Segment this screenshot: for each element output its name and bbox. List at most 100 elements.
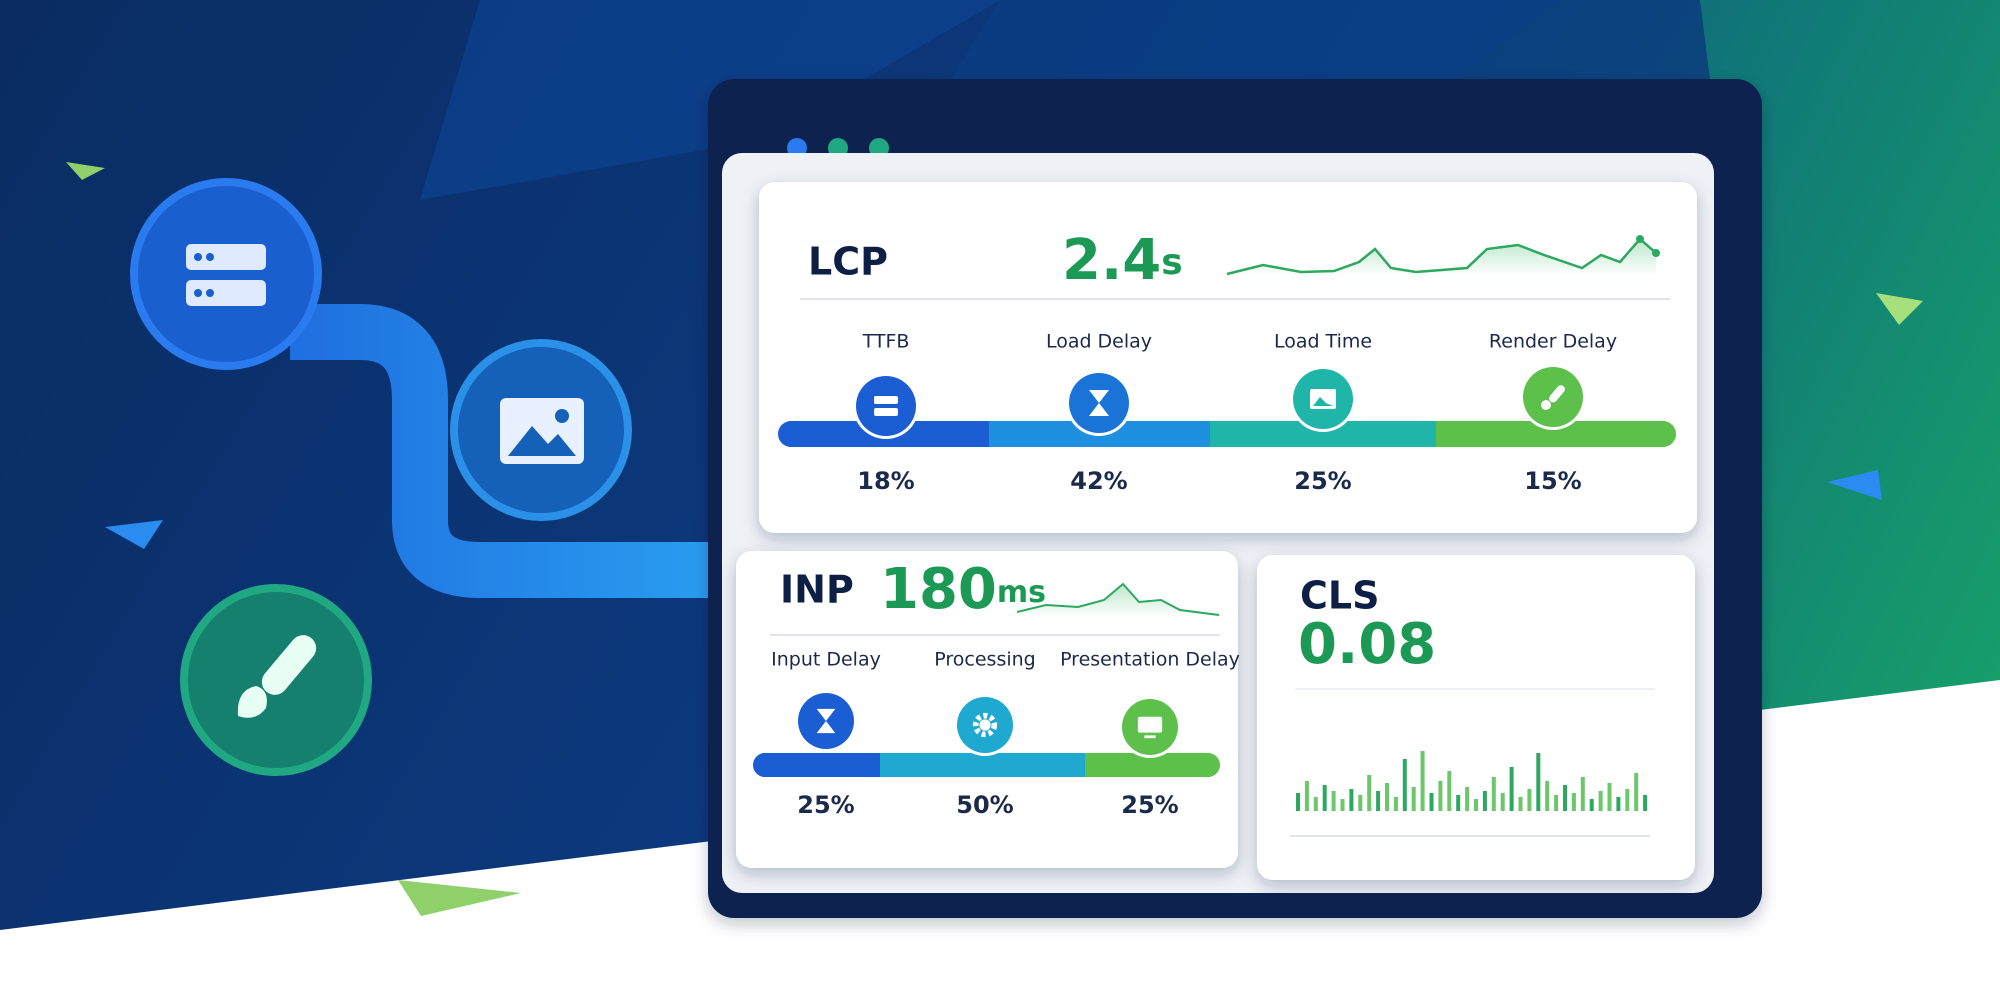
triangle: [398, 880, 521, 916]
cls-bar: [1296, 793, 1300, 811]
icon-glyph: [1089, 390, 1109, 416]
segment-share: 15%: [1524, 467, 1581, 495]
value: 2.4: [1062, 228, 1161, 293]
cls-bar: [1598, 791, 1603, 811]
bar-cap: [753, 753, 777, 777]
segment-bar: [880, 753, 1085, 777]
cls-bar: [1331, 791, 1336, 811]
glyph: [874, 396, 898, 404]
cls-title: CLS: [1300, 574, 1379, 618]
glyph: [1313, 397, 1333, 406]
triangle: [105, 520, 163, 549]
cls-bar: [1634, 773, 1639, 811]
cls-bar: [1385, 783, 1389, 811]
bar-cap: [778, 421, 804, 447]
sparkline: [1016, 582, 1220, 616]
segment-share: 25%: [1121, 791, 1178, 819]
cls-bar: [1465, 787, 1470, 811]
cls-bar: [1554, 795, 1559, 811]
bar-cap: [1196, 753, 1220, 777]
glyph: [874, 408, 898, 416]
cls-value: 0.08: [1298, 612, 1436, 677]
cls-bar: [1580, 777, 1585, 811]
cls-bar: [1367, 775, 1372, 811]
glyph: [1541, 400, 1551, 410]
sparkline-dot: [1652, 249, 1660, 257]
segment-label: Processing: [934, 649, 1035, 671]
segment-share: 42%: [1070, 467, 1127, 495]
cls-bar: [1625, 789, 1630, 811]
unit: s: [1161, 242, 1182, 283]
cls-bar: [1438, 781, 1443, 811]
segment-share: 25%: [797, 791, 854, 819]
glyph: [972, 712, 998, 738]
cls-bar: [1509, 767, 1514, 811]
glyph: [1144, 735, 1156, 739]
bar-cap: [1650, 421, 1676, 447]
cls-bar: [1411, 787, 1416, 811]
triangle: [1876, 293, 1923, 325]
image-node: [450, 339, 632, 521]
segment-bar: [763, 753, 880, 777]
lcp-title: LCP: [808, 240, 888, 284]
icon-badge: [798, 693, 854, 749]
glyph: [1089, 390, 1109, 416]
icon-badge: [1069, 373, 1129, 433]
inp-value: 180ms: [880, 557, 1046, 622]
segment-share: 25%: [1294, 467, 1351, 495]
server-node: [130, 178, 322, 370]
cls-card: [1257, 555, 1695, 880]
sparkline-dot: [1636, 235, 1644, 243]
icon-glyph: [1137, 716, 1163, 739]
glyph: [1549, 385, 1565, 403]
cls-bar: [1340, 799, 1345, 811]
cls-bar: [1313, 797, 1318, 811]
brush-node: [180, 584, 372, 776]
sparkline: [1226, 237, 1657, 276]
segment-label: Input Delay: [771, 649, 881, 671]
segment-share: 18%: [857, 467, 914, 495]
cls-bar: [1456, 795, 1461, 811]
lcp-value: 2.4s: [1062, 228, 1183, 293]
cls-bar: [1349, 789, 1354, 811]
cls-bar: [1545, 781, 1550, 811]
icon-glyph: [816, 708, 836, 734]
icon-glyph: [874, 396, 898, 416]
cls-bar: [1393, 797, 1398, 811]
icon-glyph: [1541, 385, 1565, 410]
cls-bar: [1643, 795, 1648, 811]
cls-bar: [1616, 797, 1621, 811]
value: 180: [880, 557, 997, 622]
glyph: [1137, 716, 1163, 733]
inp-title: INP: [780, 568, 854, 612]
triangle: [66, 162, 105, 180]
icon-glyph: [1310, 389, 1336, 409]
cls-bar: [1402, 759, 1407, 811]
pipe: [290, 304, 740, 598]
cls-bar: [1482, 791, 1487, 811]
cls-bar: [1304, 781, 1309, 811]
segment-label: Render Delay: [1489, 331, 1617, 353]
triangle: [1827, 470, 1882, 500]
cls-bar: [1536, 753, 1541, 811]
sparkline-area: [1017, 584, 1219, 617]
cls-bar: [1491, 777, 1496, 811]
glyph: [816, 708, 836, 734]
icon-badge: [856, 376, 916, 436]
segment-label: Load Time: [1274, 331, 1372, 353]
cls-bar: [1447, 771, 1452, 811]
cls-bar: [1500, 793, 1505, 811]
cls-bar: [1563, 785, 1567, 811]
segment-label: TTFB: [862, 331, 910, 353]
cls-bar: [1571, 793, 1576, 811]
cls-bar: [1607, 783, 1612, 811]
cls-bar: [1518, 797, 1523, 811]
cls-bar: [1589, 799, 1594, 811]
cls-bar: [1429, 793, 1434, 811]
sparkline-area: [1227, 239, 1656, 276]
cls-bars: [1296, 751, 1648, 811]
cls-bar: [1376, 791, 1381, 811]
cls-bar: [1322, 785, 1327, 811]
